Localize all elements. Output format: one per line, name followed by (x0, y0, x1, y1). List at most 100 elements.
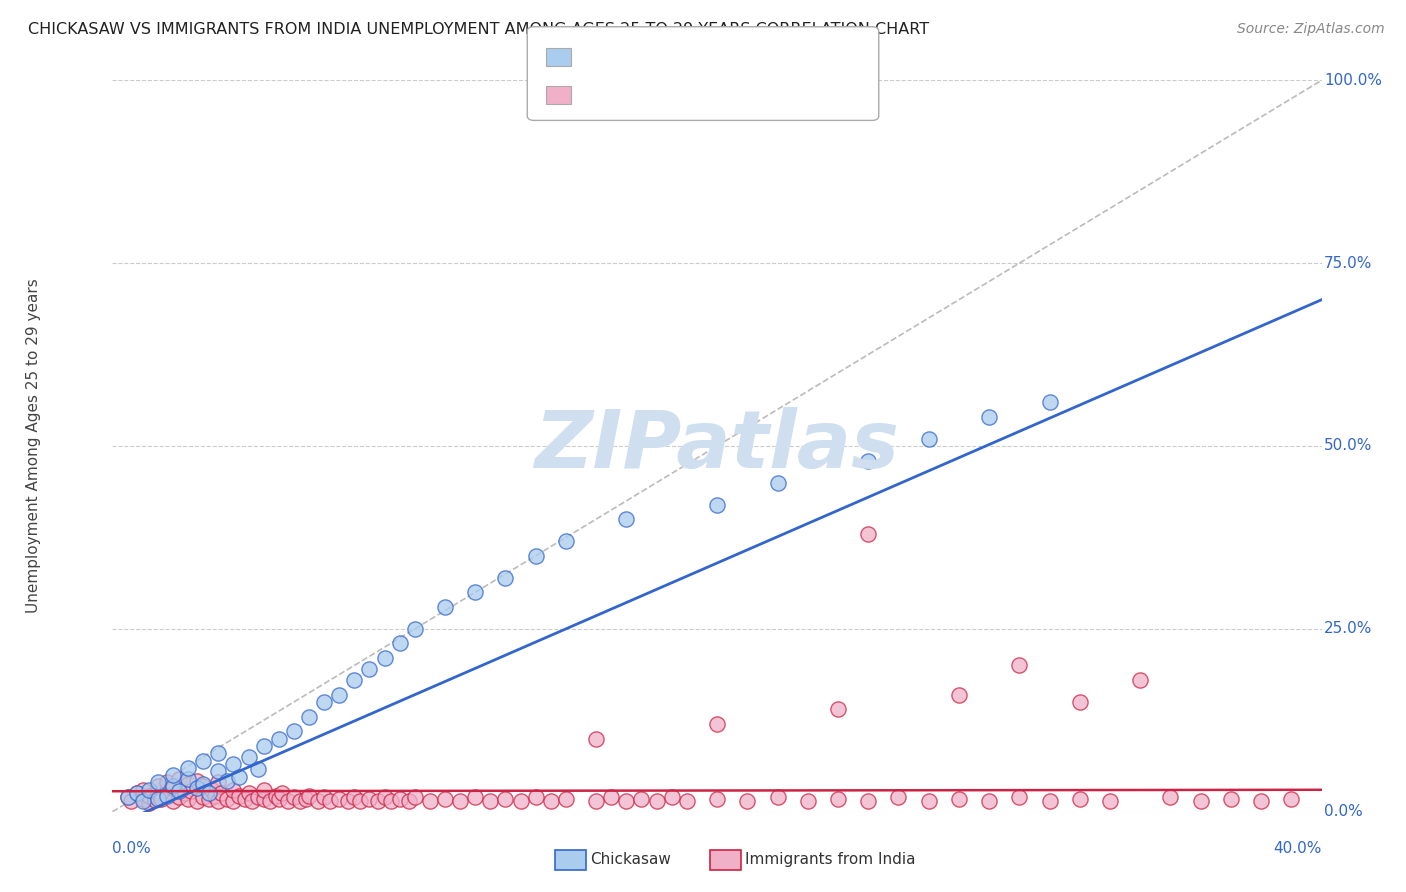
Point (228, 770, 250, 784)
Point (343, 790, 366, 805)
Point (706, 498, 728, 512)
Point (1250, 794, 1272, 808)
Point (186, 781, 208, 796)
Point (146, 791, 169, 805)
Point (238, 749, 260, 764)
Text: 40.0%: 40.0% (1274, 841, 1322, 856)
Point (167, 790, 190, 805)
Point (367, 794, 389, 808)
Point (706, 791, 728, 805)
Point (156, 784, 179, 798)
Text: Chickasaw: Chickasaw (591, 853, 672, 867)
Text: CHICKASAW VS IMMIGRANTS FROM INDIA UNEMPLOYMENT AMONG AGES 25 TO 29 YEARS CORREL: CHICKASAW VS IMMIGRANTS FROM INDIA UNEMP… (28, 22, 929, 37)
Point (138, 789, 160, 803)
Point (259, 794, 281, 808)
Point (167, 772, 190, 786)
Point (283, 790, 305, 805)
Point (449, 794, 471, 808)
Text: R =: R = (579, 87, 607, 103)
Point (1069, 695, 1091, 709)
Point (374, 790, 396, 805)
Point (600, 790, 623, 805)
Point (191, 790, 214, 805)
Point (585, 794, 607, 808)
Point (204, 789, 226, 803)
Point (616, 794, 638, 808)
Text: 0.0%: 0.0% (112, 841, 152, 856)
Point (217, 774, 239, 789)
Point (222, 782, 245, 797)
Text: Unemployment Among Ages 25 to 29 years: Unemployment Among Ages 25 to 29 years (27, 278, 41, 614)
Point (235, 791, 257, 805)
Point (1189, 794, 1212, 808)
Point (288, 794, 311, 808)
Text: R =: R = (579, 49, 607, 64)
Point (1038, 395, 1062, 409)
Text: 107: 107 (728, 87, 761, 103)
Point (388, 791, 411, 805)
Point (120, 794, 142, 808)
Point (167, 784, 190, 798)
Point (314, 790, 336, 805)
Text: 46: 46 (728, 49, 749, 64)
Point (143, 793, 166, 807)
Point (314, 695, 336, 709)
Point (918, 432, 941, 446)
Point (270, 787, 292, 801)
Point (298, 789, 321, 803)
Point (856, 526, 880, 541)
Point (277, 794, 299, 808)
Point (827, 702, 849, 716)
Point (186, 794, 208, 808)
Point (162, 768, 184, 782)
Point (404, 622, 426, 636)
Point (180, 784, 202, 798)
Text: 0.0%: 0.0% (1324, 805, 1362, 819)
Point (524, 790, 547, 805)
Point (246, 762, 269, 776)
Point (149, 791, 172, 805)
Point (177, 791, 200, 805)
Point (253, 739, 276, 753)
Text: 50.0%: 50.0% (1324, 439, 1372, 453)
Point (267, 791, 290, 805)
Point (398, 794, 420, 808)
Point (856, 453, 880, 467)
Text: 75.0%: 75.0% (1324, 256, 1372, 270)
Point (162, 779, 184, 793)
Point (156, 775, 179, 789)
Point (359, 662, 381, 676)
Point (616, 512, 638, 526)
Point (132, 791, 155, 805)
Text: N =: N = (682, 87, 711, 103)
Point (186, 774, 208, 789)
Point (253, 791, 276, 805)
Point (146, 779, 169, 793)
Point (419, 794, 441, 808)
Point (177, 777, 200, 791)
Text: ZIPatlas: ZIPatlas (534, 407, 900, 485)
Point (1220, 791, 1243, 805)
Point (856, 794, 880, 808)
Point (132, 782, 155, 797)
Point (319, 794, 342, 808)
Point (737, 794, 759, 808)
Point (298, 709, 321, 723)
Point (162, 781, 184, 796)
Point (766, 475, 789, 490)
Text: Immigrants from India: Immigrants from India (745, 853, 915, 867)
Point (479, 794, 502, 808)
Point (661, 790, 683, 805)
Point (201, 782, 224, 797)
Point (495, 791, 517, 805)
Text: N =: N = (682, 49, 711, 64)
Point (207, 764, 229, 779)
Point (343, 673, 366, 687)
Point (433, 599, 456, 614)
Point (283, 724, 305, 739)
Point (675, 794, 697, 808)
Point (146, 775, 169, 789)
Point (307, 794, 329, 808)
Text: 25.0%: 25.0% (1324, 622, 1372, 636)
Point (1069, 791, 1091, 805)
